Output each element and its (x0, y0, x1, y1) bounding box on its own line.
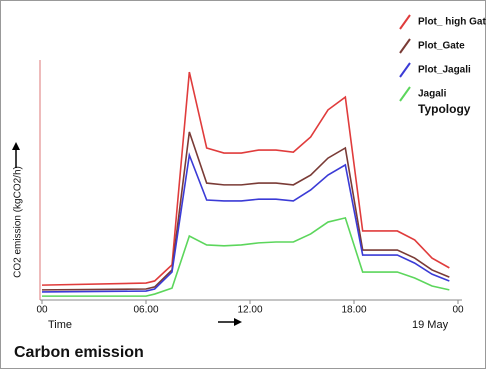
legend-swatch (399, 38, 411, 54)
x-tick-label: 00 (452, 305, 464, 316)
legend-title: Typology (418, 102, 471, 116)
y-axis-label: CO2 emission (kgCO2/h) (13, 166, 24, 278)
legend-swatch (399, 86, 411, 102)
series-line (41, 131, 450, 291)
legend-label: Plot_Jagali (418, 65, 471, 76)
x-tick-label: 18.00 (341, 305, 366, 316)
legend-label: Plot_Gate (418, 41, 465, 52)
chart-title: Carbon emission (14, 344, 144, 361)
legend-swatch (399, 14, 411, 30)
x-tick-label: 12.00 (237, 305, 262, 316)
arrows (12, 142, 242, 326)
date-label: 19 May (412, 319, 449, 331)
x-axis-label: Time (48, 319, 72, 331)
series-line (41, 151, 450, 293)
legend-label: Jagali (418, 89, 447, 100)
series-line (41, 71, 450, 286)
x-tick-label: 00 (36, 305, 48, 316)
legend-label: Plot_ high Gate (418, 17, 486, 28)
x-tick-label: 06.00 (133, 305, 158, 316)
series-line (42, 216, 450, 297)
legend-swatch (399, 62, 411, 78)
